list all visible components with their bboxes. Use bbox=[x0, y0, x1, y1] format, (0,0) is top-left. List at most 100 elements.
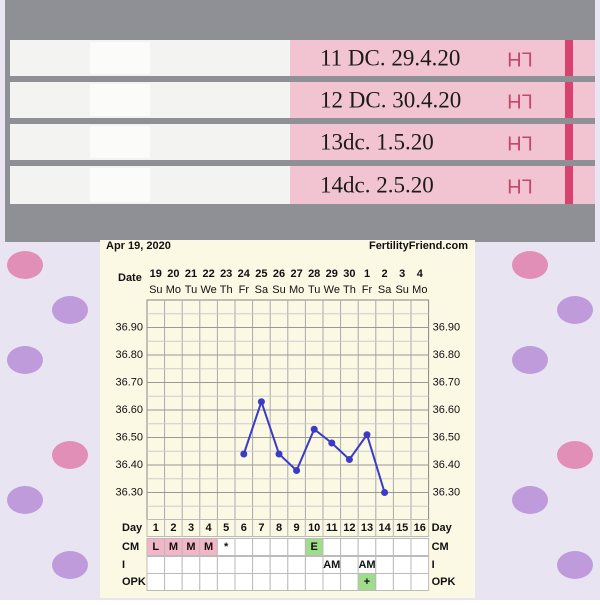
weekday: Th bbox=[343, 284, 356, 296]
strip-window bbox=[90, 126, 150, 158]
strip-label: 11 DC. 29.4.20 bbox=[320, 45, 460, 70]
y-tick-label: 36.50 bbox=[115, 431, 143, 443]
cell bbox=[216, 556, 236, 574]
day-number: 13 bbox=[361, 522, 373, 534]
date: 3 bbox=[399, 268, 405, 280]
day-number: 11 bbox=[326, 522, 338, 534]
control-line bbox=[565, 82, 573, 118]
row-label-right: CM bbox=[432, 541, 449, 553]
cell bbox=[287, 573, 306, 591]
day-number: 15 bbox=[396, 522, 408, 534]
day-number: 1 bbox=[153, 522, 159, 534]
day-number: 4 bbox=[206, 522, 213, 534]
cell bbox=[304, 556, 324, 574]
strip-pink bbox=[290, 166, 595, 204]
cell-value: M bbox=[186, 541, 195, 553]
date: 29 bbox=[326, 268, 338, 280]
temp-point bbox=[328, 439, 336, 447]
weekday: Fr bbox=[239, 284, 250, 296]
day-number: 6 bbox=[241, 522, 247, 534]
row-label: Day bbox=[122, 522, 143, 534]
cell bbox=[375, 538, 394, 556]
date: 1 bbox=[364, 268, 370, 280]
cell bbox=[304, 573, 324, 591]
cell-value: * bbox=[224, 541, 229, 553]
cell bbox=[340, 538, 359, 556]
day-number: 8 bbox=[276, 522, 282, 534]
strip-text: LH bbox=[507, 175, 533, 197]
temp-point bbox=[293, 467, 301, 474]
day-number: 7 bbox=[258, 522, 264, 534]
cell bbox=[375, 573, 394, 591]
weekday: Sa bbox=[378, 284, 392, 296]
weekday: Su bbox=[149, 284, 162, 296]
strip-label: 13dc. 1.5.20 bbox=[320, 129, 434, 154]
day-number: 12 bbox=[343, 522, 355, 534]
strip-window bbox=[90, 42, 150, 74]
cell bbox=[340, 556, 359, 574]
cell bbox=[146, 573, 166, 591]
temp-point bbox=[257, 398, 265, 406]
control-line bbox=[565, 124, 573, 160]
cell bbox=[410, 556, 430, 574]
day-number: 16 bbox=[414, 522, 426, 534]
photo bbox=[5, 0, 595, 242]
y-tick-label: 36.70 bbox=[115, 376, 143, 388]
date: 19 bbox=[150, 268, 162, 280]
row-label: I bbox=[122, 559, 125, 571]
date: 28 bbox=[308, 268, 320, 280]
cell bbox=[146, 556, 166, 574]
y-tick-label-right: 36.60 bbox=[433, 404, 461, 416]
weekday: Mo bbox=[289, 284, 304, 296]
y-tick-label-right: 36.50 bbox=[433, 431, 461, 443]
cell bbox=[322, 538, 342, 556]
weekday: Su bbox=[272, 284, 285, 296]
cell-value: M bbox=[204, 541, 213, 553]
cell bbox=[234, 556, 254, 574]
weekday: Su bbox=[395, 284, 408, 296]
cell bbox=[164, 556, 183, 574]
cell bbox=[234, 573, 254, 591]
cell bbox=[392, 538, 412, 556]
strip-window bbox=[90, 168, 150, 202]
y-tick-label: 36.60 bbox=[115, 404, 143, 416]
cell bbox=[181, 556, 201, 574]
day-number: 2 bbox=[170, 522, 176, 534]
weekday: Tu bbox=[185, 284, 197, 296]
row-label: CM bbox=[122, 541, 139, 553]
chart-date: Apr 19, 2020 bbox=[106, 240, 171, 252]
cell-value: M bbox=[169, 541, 178, 553]
cell bbox=[199, 556, 218, 574]
strip-text: LH bbox=[507, 132, 533, 154]
strip-text: LH bbox=[507, 48, 533, 70]
cell bbox=[252, 538, 271, 556]
cell bbox=[287, 556, 306, 574]
date-label: Date bbox=[118, 272, 142, 284]
site-name: FertilityFriend.com bbox=[369, 240, 468, 252]
y-tick-label: 36.90 bbox=[115, 321, 143, 333]
weekday: Mo bbox=[412, 284, 427, 296]
cell bbox=[269, 538, 289, 556]
cell bbox=[269, 556, 289, 574]
cell-value: L bbox=[152, 541, 159, 553]
decor bbox=[7, 251, 593, 579]
strip-window bbox=[90, 84, 150, 116]
row-label: OPK bbox=[122, 576, 146, 588]
cell bbox=[234, 538, 254, 556]
cell bbox=[410, 573, 430, 591]
y-tick-label-right: 36.30 bbox=[433, 486, 461, 498]
cell bbox=[252, 573, 271, 591]
day-number: 10 bbox=[308, 522, 320, 534]
date: 24 bbox=[238, 268, 251, 280]
day-number: 3 bbox=[188, 522, 194, 534]
date: 22 bbox=[202, 268, 214, 280]
temp-point bbox=[345, 456, 353, 463]
cell bbox=[375, 556, 394, 574]
date: 27 bbox=[290, 268, 302, 280]
date: 2 bbox=[382, 268, 388, 280]
date: 25 bbox=[255, 268, 267, 280]
temp-point bbox=[363, 431, 371, 439]
cell bbox=[392, 556, 412, 574]
